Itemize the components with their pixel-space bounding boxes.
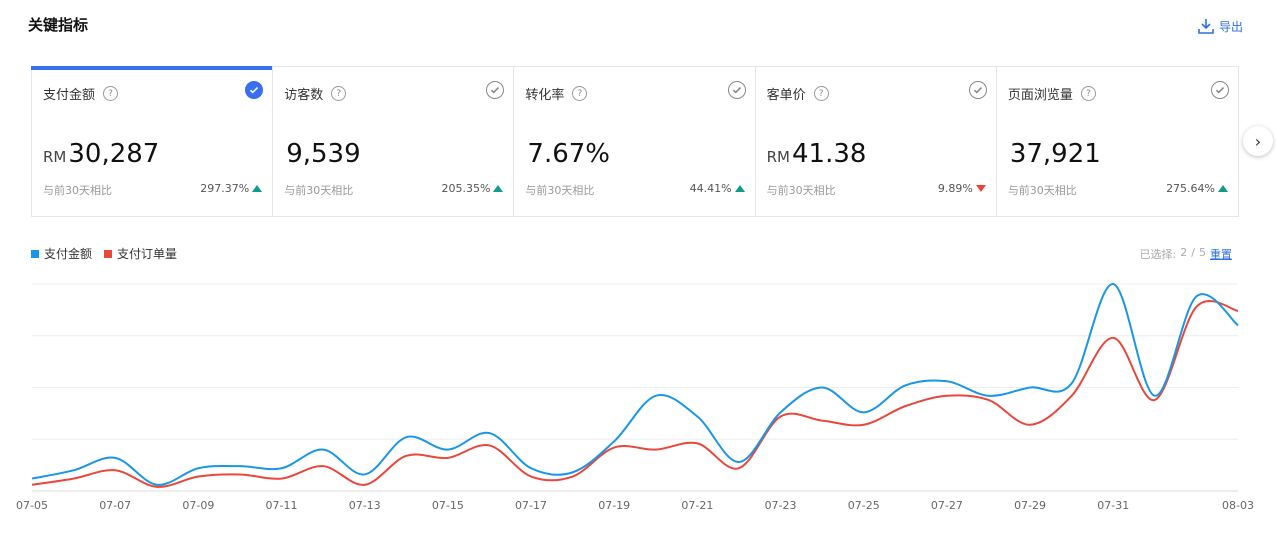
metric-unit: RM [766,148,790,166]
metric-label-text: 转化率 [525,88,565,103]
help-icon[interactable]: ? [1080,86,1096,101]
compare-label: 与前30天相比 [525,184,595,197]
reset-link[interactable]: 重置 [1210,248,1232,261]
delta-value: 205.35% [441,182,491,195]
metric-label-text: 支付金额 [43,88,96,103]
metric-unit: RM [43,148,67,166]
help-icon[interactable]: ? [103,86,119,101]
selection-count: 2 [1180,246,1188,259]
metric-card[interactable]: 转化率 ? 7.67% 与前30天相比 44.41% [514,67,756,216]
delta-value: 297.37% [200,182,250,195]
metric-value: 7.67% [525,139,610,169]
series-line-1[interactable] [31,283,1239,486]
x-tick-label: 07-27 [931,499,963,512]
check-icon[interactable] [486,81,505,99]
download-icon [1198,19,1214,34]
x-tick-label: 07-13 [349,499,381,512]
metric-card[interactable]: 支付金额 ? RM 30,287 与前30天相比 297.37% [30,66,274,216]
x-tick-label: 07-11 [266,499,298,512]
metric-value: 37,921 [1008,139,1101,169]
metric-label: 页面浏览量 ? [1008,84,1096,103]
selection-label: 已选择: [1139,248,1177,261]
metric-delta: 275.64% [1166,182,1229,195]
metric-card[interactable]: 访客数 ? 9,539 与前30天相比 205.35% [273,67,515,216]
help-icon[interactable]: ? [813,86,829,101]
x-tick-label: 07-25 [848,499,880,512]
metric-label: 支付金额 ? [43,84,119,103]
metric-delta: 44.41% [690,182,745,195]
x-tick-label: 07-21 [681,499,713,512]
delta-value: 9.89% [937,182,973,195]
check-icon[interactable] [968,81,987,99]
metric-value: RM 41.38 [767,139,867,169]
selection-info: 已选择: 2 / 5 重置 [1140,246,1232,262]
legend-swatch [104,249,113,258]
legend-item-series2[interactable]: 支付订单量 [104,245,177,262]
metric-delta: 297.37% [200,182,263,195]
compare-label: 与前30天相比 [1007,184,1077,197]
x-tick-label: 07-07 [99,499,131,512]
compare-label: 与前30天相比 [43,184,112,197]
selection-sep: / [1191,246,1195,259]
metric-number: 30,287 [68,139,160,169]
delta-value: 44.41% [689,182,732,195]
compare-label: 与前30天相比 [284,184,354,197]
triangle-up-icon [493,185,504,192]
metric-label-text: 访客数 [284,88,324,103]
metric-number: 9,539 [286,139,361,169]
selection-total: 5 [1199,246,1206,259]
metric-value: RM 30,287 [43,139,159,169]
chart-legend: 支付金额 支付订单量 [31,245,177,262]
export-button[interactable]: 导出 [1197,17,1243,35]
metric-delta: 9.89% [938,182,986,195]
metric-label-text: 客单价 [766,88,806,103]
legend-item-series1[interactable]: 支付金额 [31,245,92,262]
chevron-right-icon: › [1254,131,1262,151]
check-icon[interactable] [245,81,264,99]
check-icon[interactable] [1211,81,1230,99]
metric-cards: 支付金额 ? RM 30,287 与前30天相比 297.37% 访客数 ? 9… [30,66,1239,217]
x-tick-label: 07-05 [16,499,48,512]
next-arrow-button[interactable]: › [1243,126,1273,156]
x-tick-label: 07-23 [765,499,797,512]
triangle-up-icon [252,185,263,192]
check-icon[interactable] [727,81,746,99]
legend-label: 支付订单量 [117,247,178,261]
x-tick-label: 07-09 [182,499,214,512]
series-line-2[interactable] [31,300,1239,488]
metric-label-text: 页面浏览量 [1007,88,1073,103]
legend-label: 支付金额 [44,247,93,261]
help-icon[interactable]: ? [331,86,347,101]
metric-number: 41.38 [791,139,867,169]
triangle-down-icon [975,185,986,192]
compare-label: 与前30天相比 [766,184,836,197]
metric-card[interactable]: 客单价 ? RM 41.38 与前30天相比 9.89% [756,67,997,216]
x-tick-label: 07-19 [598,499,630,512]
x-tick-label: 08-03 [1222,499,1254,512]
x-tick-label: 07-29 [1014,499,1046,512]
metric-label: 客单价 ? [767,84,829,103]
x-tick-label: 07-17 [515,499,547,512]
legend-swatch [31,249,39,258]
export-label: 导出 [1218,19,1243,34]
metric-label: 访客数 ? [284,84,347,103]
metric-value: 9,539 [284,139,360,169]
x-tick-label: 07-15 [432,499,464,512]
metric-number: 37,921 [1009,139,1101,169]
triangle-up-icon [734,185,745,192]
metric-number: 7.67% [527,139,611,169]
metric-label: 转化率 ? [525,84,588,103]
metric-delta: 205.35% [441,182,504,195]
delta-value: 275.64% [1166,182,1216,195]
metric-card[interactable]: 页面浏览量 ? 37,921 与前30天相比 275.64% [997,67,1238,216]
triangle-up-icon [1218,185,1229,192]
page-title: 关键指标 [28,16,89,34]
x-tick-label: 07-31 [1097,499,1129,512]
help-icon[interactable]: ? [572,86,588,101]
